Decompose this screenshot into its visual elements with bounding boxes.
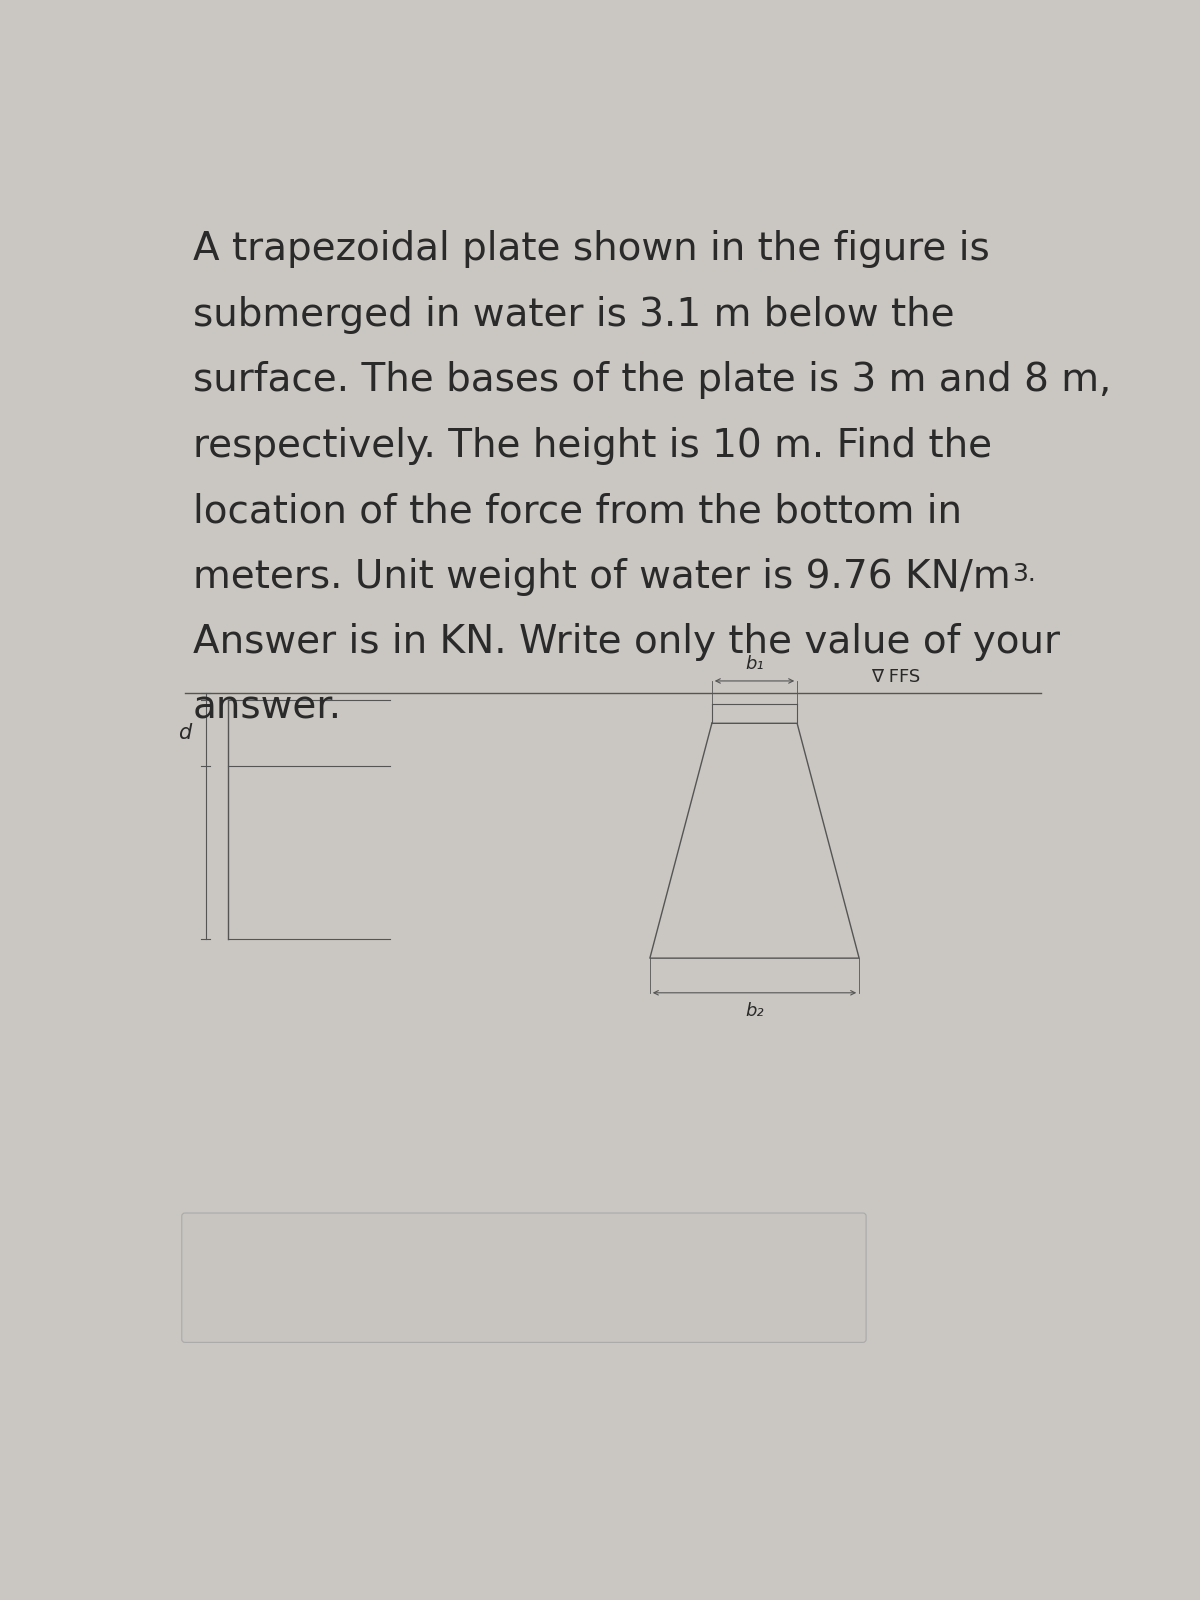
Text: surface. The bases of the plate is 3 m and 8 m,: surface. The bases of the plate is 3 m a… bbox=[193, 362, 1111, 400]
Text: meters. Unit weight of water is 9.76 KN/m: meters. Unit weight of water is 9.76 KN/… bbox=[193, 558, 1010, 595]
Text: b₂: b₂ bbox=[745, 1002, 764, 1021]
Text: 3.: 3. bbox=[1013, 562, 1037, 586]
Text: submerged in water is 3.1 m below the: submerged in water is 3.1 m below the bbox=[193, 296, 954, 334]
Text: answer.: answer. bbox=[193, 688, 342, 726]
Text: A trapezoidal plate shown in the figure is: A trapezoidal plate shown in the figure … bbox=[193, 230, 989, 269]
Text: location of the force from the bottom in: location of the force from the bottom in bbox=[193, 493, 961, 530]
Text: ∇ FFS: ∇ FFS bbox=[871, 669, 920, 686]
Text: d: d bbox=[179, 723, 192, 742]
Text: respectively. The height is 10 m. Find the: respectively. The height is 10 m. Find t… bbox=[193, 427, 991, 466]
Text: b₁: b₁ bbox=[745, 656, 764, 674]
FancyBboxPatch shape bbox=[181, 1213, 866, 1342]
Text: Answer is in KN. Write only the value of your: Answer is in KN. Write only the value of… bbox=[193, 622, 1060, 661]
